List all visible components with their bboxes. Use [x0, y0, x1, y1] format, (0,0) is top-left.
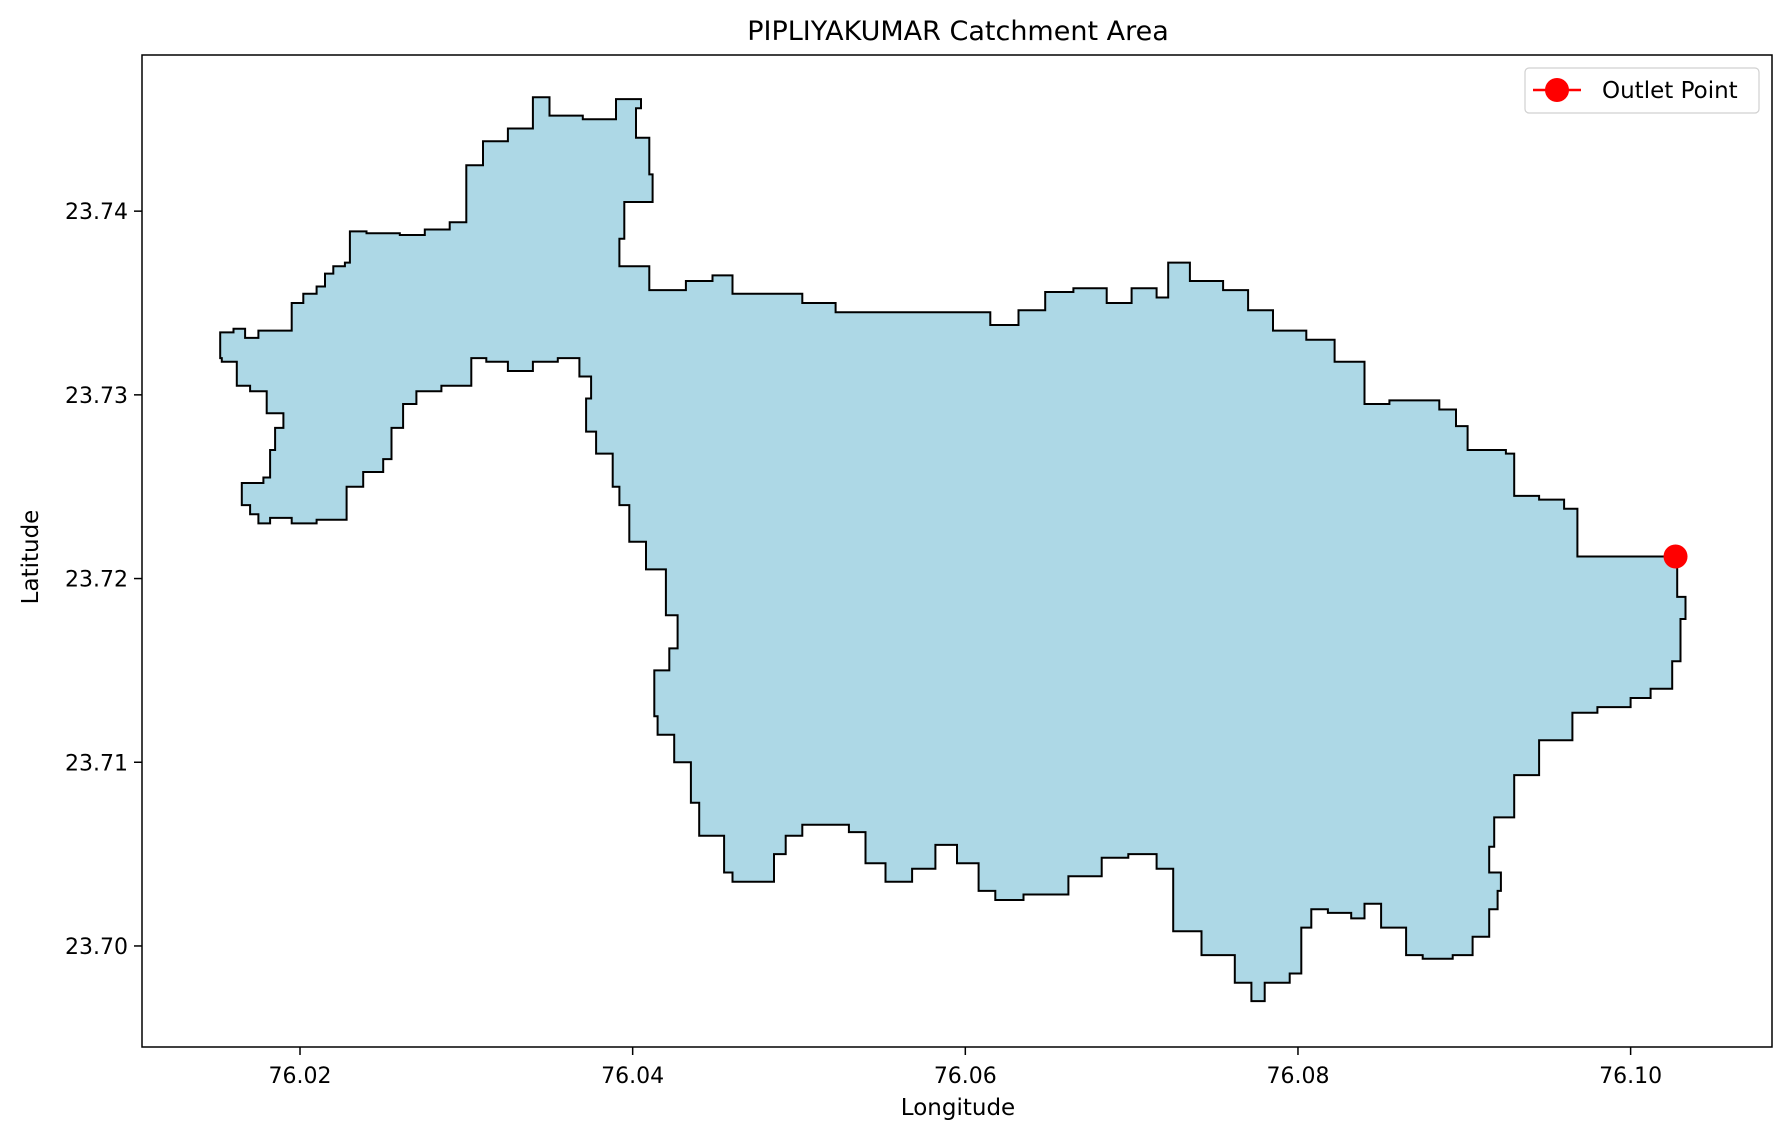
x-tick-label: 76.08	[1266, 1064, 1329, 1089]
x-tick-label: 76.10	[1599, 1064, 1662, 1089]
x-tick-label: 76.04	[601, 1064, 664, 1089]
y-tick-label: 23.73	[65, 384, 128, 409]
legend-label-outlet: Outlet Point	[1602, 78, 1738, 104]
axes-frame	[141, 54, 1773, 1048]
y-tick-label: 23.71	[65, 751, 128, 776]
y-tick-label: 23.72	[65, 568, 128, 593]
plot-area	[141, 54, 1773, 1048]
x-tick-label: 76.06	[934, 1064, 997, 1089]
catchment-polygon	[219, 96, 1687, 1003]
y-axis-label: Latitude	[18, 510, 44, 605]
legend: Outlet Point	[1524, 67, 1760, 114]
x-axis-label: Longitude	[901, 1095, 1015, 1121]
map-title: PIPLIYAKUMAR Catchment Area	[747, 16, 1169, 47]
y-tick-label: 23.70	[65, 935, 128, 960]
x-axis-ticks: 76.02 76.04 76.06 76.08 76.10	[269, 1047, 1662, 1089]
y-axis-ticks: 23.70 23.71 23.72 23.73 23.74	[65, 200, 142, 960]
outlet-point-marker	[1663, 544, 1688, 569]
legend-marker-outlet	[1545, 78, 1569, 102]
x-tick-label: 76.02	[269, 1064, 332, 1089]
y-tick-label: 23.74	[65, 200, 128, 225]
legend-box	[1524, 67, 1760, 114]
